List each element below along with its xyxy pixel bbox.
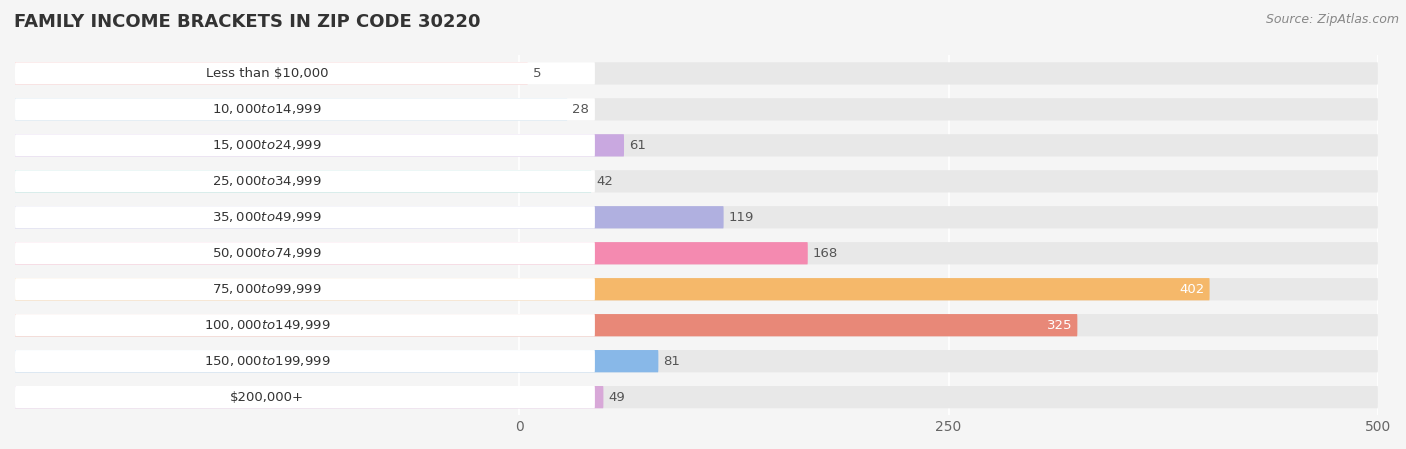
- Text: 325: 325: [1046, 319, 1073, 332]
- Text: 168: 168: [813, 247, 838, 260]
- Text: Source: ZipAtlas.com: Source: ZipAtlas.com: [1265, 13, 1399, 26]
- Text: $100,000 to $149,999: $100,000 to $149,999: [204, 318, 330, 332]
- FancyBboxPatch shape: [15, 350, 658, 372]
- Text: 28: 28: [572, 103, 589, 116]
- Text: $75,000 to $99,999: $75,000 to $99,999: [212, 282, 322, 296]
- FancyBboxPatch shape: [15, 242, 1378, 264]
- FancyBboxPatch shape: [15, 350, 1378, 372]
- FancyBboxPatch shape: [15, 134, 595, 157]
- Text: 81: 81: [664, 355, 681, 368]
- FancyBboxPatch shape: [15, 98, 595, 120]
- FancyBboxPatch shape: [15, 386, 1378, 408]
- Text: 5: 5: [533, 67, 541, 80]
- FancyBboxPatch shape: [15, 62, 527, 84]
- FancyBboxPatch shape: [15, 206, 595, 229]
- FancyBboxPatch shape: [15, 134, 624, 157]
- Text: 402: 402: [1180, 283, 1205, 296]
- FancyBboxPatch shape: [15, 386, 595, 408]
- FancyBboxPatch shape: [15, 242, 595, 264]
- FancyBboxPatch shape: [15, 206, 1378, 229]
- FancyBboxPatch shape: [15, 278, 1378, 300]
- Text: $25,000 to $34,999: $25,000 to $34,999: [212, 174, 322, 188]
- FancyBboxPatch shape: [15, 314, 1077, 336]
- FancyBboxPatch shape: [15, 278, 595, 300]
- FancyBboxPatch shape: [15, 98, 1378, 120]
- Text: FAMILY INCOME BRACKETS IN ZIP CODE 30220: FAMILY INCOME BRACKETS IN ZIP CODE 30220: [14, 13, 481, 31]
- FancyBboxPatch shape: [15, 242, 808, 264]
- FancyBboxPatch shape: [15, 62, 595, 84]
- FancyBboxPatch shape: [15, 314, 595, 336]
- FancyBboxPatch shape: [15, 170, 595, 193]
- Text: $35,000 to $49,999: $35,000 to $49,999: [212, 210, 322, 224]
- FancyBboxPatch shape: [15, 206, 724, 229]
- FancyBboxPatch shape: [15, 314, 1378, 336]
- FancyBboxPatch shape: [15, 386, 603, 408]
- Text: $10,000 to $14,999: $10,000 to $14,999: [212, 102, 322, 116]
- Text: 49: 49: [609, 391, 626, 404]
- Text: $200,000+: $200,000+: [231, 391, 304, 404]
- Text: 119: 119: [728, 211, 754, 224]
- FancyBboxPatch shape: [15, 134, 1378, 157]
- Text: $50,000 to $74,999: $50,000 to $74,999: [212, 246, 322, 260]
- FancyBboxPatch shape: [15, 62, 1378, 84]
- Text: 61: 61: [628, 139, 645, 152]
- FancyBboxPatch shape: [15, 350, 595, 372]
- FancyBboxPatch shape: [15, 170, 1378, 193]
- Text: $150,000 to $199,999: $150,000 to $199,999: [204, 354, 330, 368]
- FancyBboxPatch shape: [15, 278, 1209, 300]
- Text: 42: 42: [596, 175, 613, 188]
- Text: $15,000 to $24,999: $15,000 to $24,999: [212, 138, 322, 152]
- Text: Less than $10,000: Less than $10,000: [205, 67, 329, 80]
- FancyBboxPatch shape: [15, 98, 568, 120]
- FancyBboxPatch shape: [15, 170, 592, 193]
